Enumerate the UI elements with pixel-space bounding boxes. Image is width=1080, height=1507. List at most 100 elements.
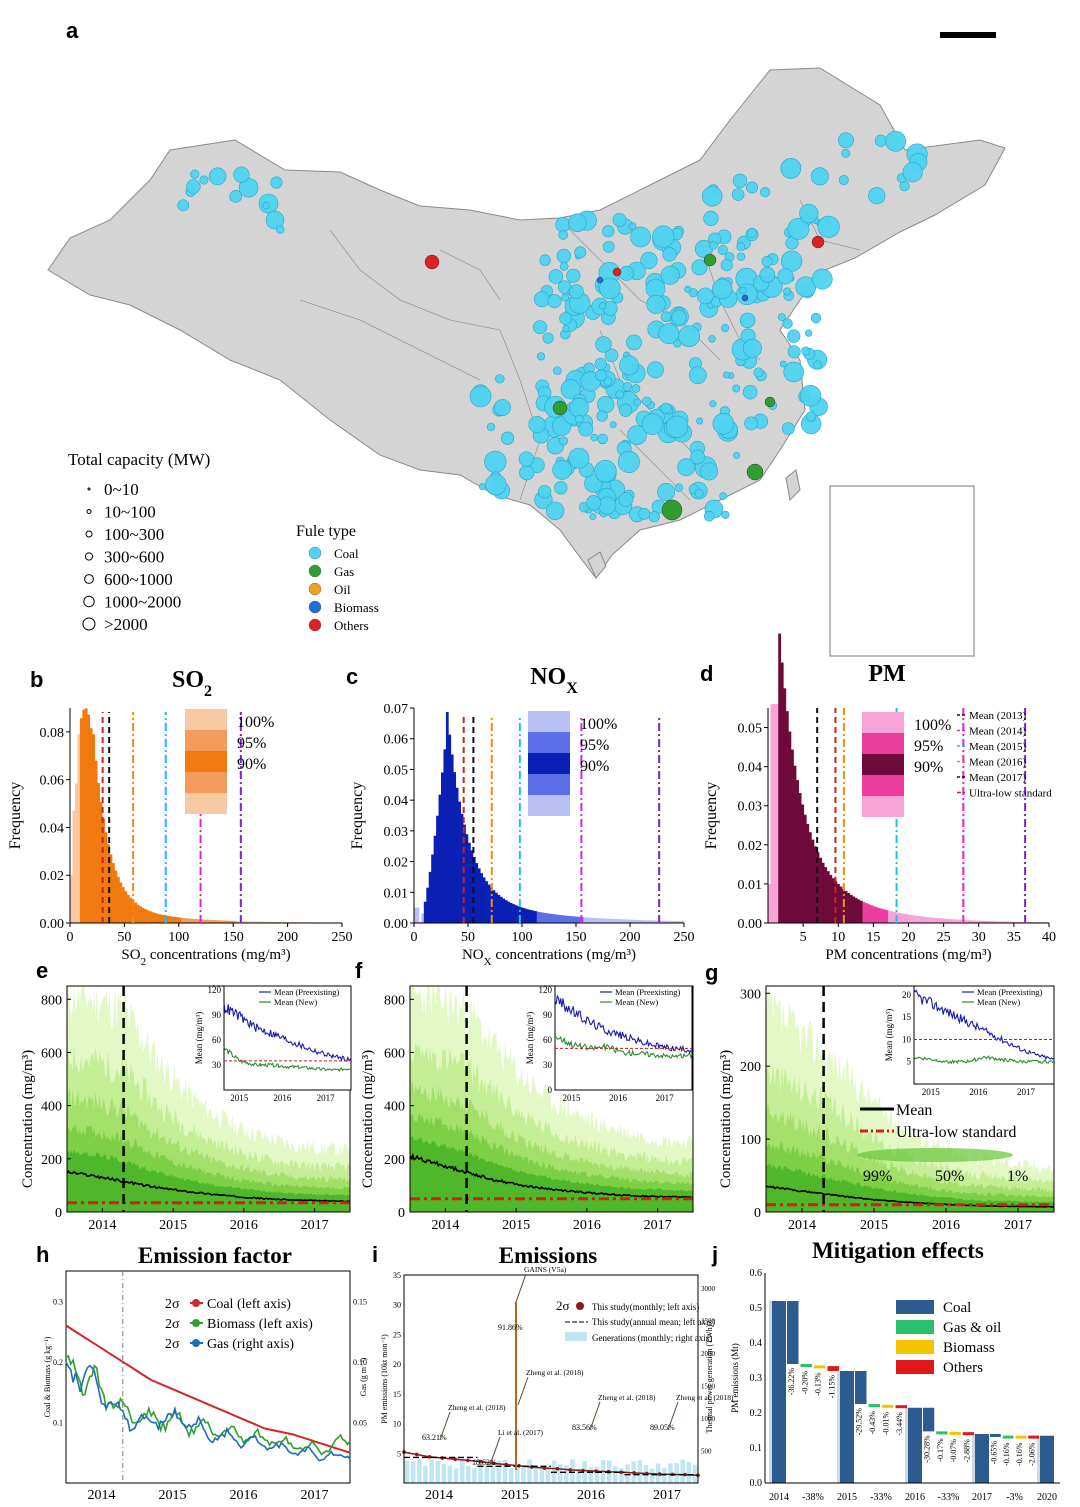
histogram-bar [600, 918, 604, 923]
histogram-bar [230, 920, 234, 923]
histogram-bar [939, 918, 943, 923]
annotation-pointer [589, 1401, 601, 1431]
inset-series-line [223, 1046, 352, 1072]
histogram-bar [931, 917, 935, 923]
coal-plant-marker [229, 190, 243, 203]
histogram-bar [890, 911, 894, 923]
coal-plant-marker [646, 294, 666, 314]
legend-percentile-label: 1% [1007, 1168, 1028, 1185]
inset-x-tick-label: 2016 [273, 1093, 292, 1103]
coal-plant-marker [569, 284, 584, 299]
coal-plant-marker [594, 459, 617, 483]
histogram-bar [267, 921, 271, 923]
coal-plant-marker [731, 188, 745, 201]
histogram-bar [262, 921, 266, 923]
histogram-bar [637, 919, 641, 923]
histogram-bar [916, 915, 920, 923]
histogram-bar [443, 749, 447, 923]
band-legend-label: 95% [580, 737, 609, 754]
legend-label: This study(monthly; left axis) [592, 1302, 699, 1312]
coal-plant-marker [739, 312, 756, 329]
coal-plant-marker [712, 412, 735, 435]
generation-bar [496, 1460, 502, 1483]
total-emission-bar-shade [1037, 1435, 1040, 1483]
histogram-bar [982, 920, 986, 923]
band-legend-swatch [185, 730, 227, 751]
histogram-bar [514, 905, 518, 923]
x-tick-label: 2015 [860, 1218, 888, 1233]
coal-plant-marker [190, 169, 200, 179]
mitigation-step-bar [895, 1405, 907, 1409]
histogram-bar [852, 896, 856, 923]
generation-bar [508, 1467, 514, 1483]
histogram-bar [524, 908, 528, 923]
fuel-legend: Coal Gas Oil Biomass Others [308, 546, 379, 633]
histogram-bar [578, 916, 582, 923]
coal-plant-marker [619, 355, 640, 376]
x-tick-label: 2015 [502, 1218, 530, 1233]
coal-plant-marker [270, 176, 283, 189]
coal-plant-marker [594, 357, 607, 371]
histogram-bar [661, 920, 665, 923]
histogram-bar [245, 921, 249, 923]
mitigation-step-bar [868, 1404, 880, 1408]
histogram-bar [652, 920, 655, 923]
coal-plant-marker [742, 384, 758, 400]
histogram-bar [644, 920, 648, 923]
panel-i-emissions: i Emissions Zheng et al. (2018) 63.21% GAINS… [372, 1242, 734, 1503]
coal-plant-marker [575, 414, 584, 424]
histogram-bar [82, 709, 86, 923]
histogram-bar [166, 915, 170, 923]
coal-plant-marker [660, 402, 672, 414]
histogram-bar [959, 919, 963, 923]
histogram-bar [109, 854, 113, 923]
histogram-bar [936, 918, 940, 923]
y-tick-label: 0.03 [384, 825, 409, 840]
panel-letter: g [705, 960, 718, 985]
histogram-bar [126, 894, 130, 923]
coal-plant-marker [660, 265, 680, 285]
inset-y-tick-label: 60 [543, 1035, 553, 1045]
coal-plant-marker [782, 318, 793, 329]
histogram-bar [831, 878, 835, 923]
histogram-bar [854, 898, 858, 923]
histogram-bar [463, 824, 466, 923]
monthly-emission-point [542, 1466, 547, 1470]
x-tick-label: 150 [223, 930, 244, 945]
histogram-bar [798, 792, 802, 923]
generation-bar [613, 1466, 618, 1483]
band-legend-swatch [528, 795, 570, 816]
histogram-bar [875, 907, 879, 923]
capacity-legend-label: 300~600 [104, 548, 164, 567]
y2-tick-label: 3000 [701, 1285, 716, 1293]
mean-line [66, 1169, 351, 1203]
mitigation-step-bar [800, 1364, 812, 1367]
generation-bar [441, 1463, 447, 1483]
histogram-bar [468, 842, 471, 923]
histogram-bar [534, 911, 538, 923]
generation-bar [447, 1466, 453, 1483]
band-legend-swatch [185, 751, 227, 772]
mitigation-step-bar [990, 1434, 1001, 1437]
histogram-bar [647, 920, 650, 923]
x-tick-label: 100 [168, 930, 189, 945]
inset-y-tick-label: 5 [907, 1057, 912, 1067]
histogram-bar [116, 876, 120, 923]
histogram-bar [849, 894, 853, 923]
panel-title: Mitigation effects [812, 1238, 984, 1263]
histogram-bar [556, 914, 560, 923]
coal-plant-marker [885, 130, 907, 152]
histogram-bar [893, 911, 897, 923]
coal-plant-marker [602, 240, 615, 253]
generation-bar [619, 1467, 624, 1483]
coal-plant-marker [753, 367, 764, 378]
y-tick-label: 0.05 [384, 763, 409, 778]
legend-label: This study(annual mean; left axis) [592, 1317, 715, 1327]
series-legend-label: Mean (2013) [969, 710, 1026, 722]
coal-plant-marker [484, 450, 507, 474]
legend-swatch [565, 1332, 587, 1341]
legend-standard-label: Ultra-low standard [896, 1124, 1016, 1141]
map-scale-bar [940, 32, 996, 38]
coal-plant-marker [638, 507, 651, 520]
